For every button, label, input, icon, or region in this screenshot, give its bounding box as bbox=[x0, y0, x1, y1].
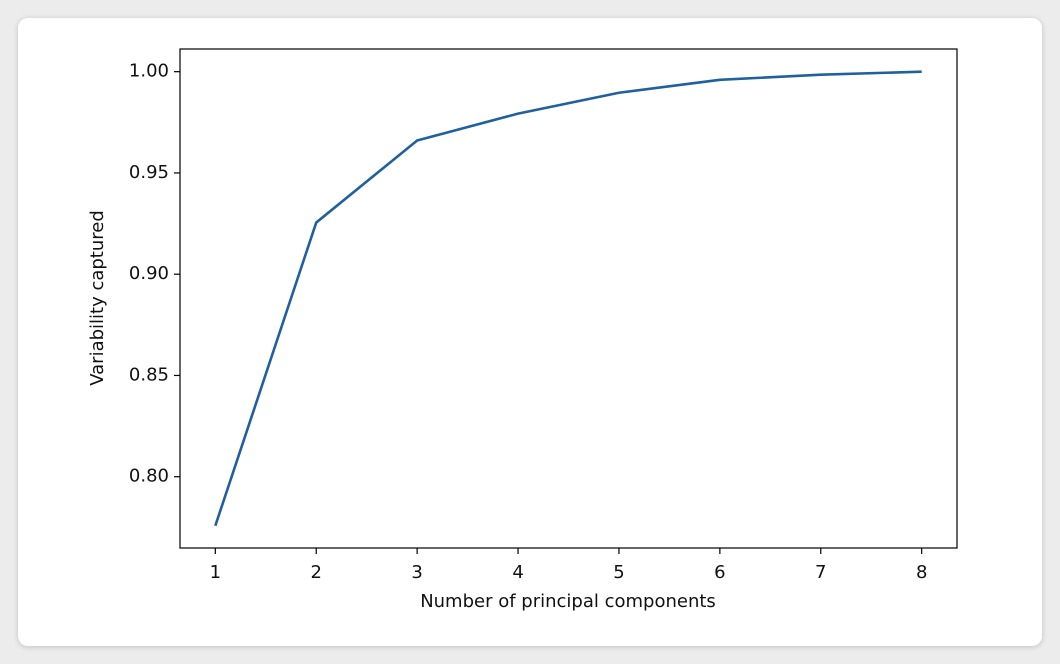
x-tick-label: 1 bbox=[210, 562, 221, 583]
x-tick-label: 4 bbox=[512, 562, 523, 583]
x-tick-label: 7 bbox=[815, 562, 826, 583]
y-axis-label: Variability captured bbox=[87, 210, 108, 386]
y-tick-label: 0.90 bbox=[129, 263, 169, 284]
y-tick-label: 0.85 bbox=[129, 364, 169, 385]
card bbox=[18, 18, 1042, 646]
x-axis-label: Number of principal components bbox=[420, 591, 716, 612]
x-tick-label: 6 bbox=[714, 562, 725, 583]
x-tick-label: 5 bbox=[613, 562, 624, 583]
y-tick-label: 0.80 bbox=[129, 466, 169, 487]
y-tick-label: 0.95 bbox=[129, 162, 169, 183]
x-tick-label: 3 bbox=[411, 562, 422, 583]
x-tick-label: 2 bbox=[311, 562, 322, 583]
x-tick-label: 8 bbox=[916, 562, 927, 583]
axes-frame bbox=[179, 48, 958, 549]
y-tick-label: 1.00 bbox=[129, 61, 169, 82]
data-line bbox=[214, 70, 922, 527]
